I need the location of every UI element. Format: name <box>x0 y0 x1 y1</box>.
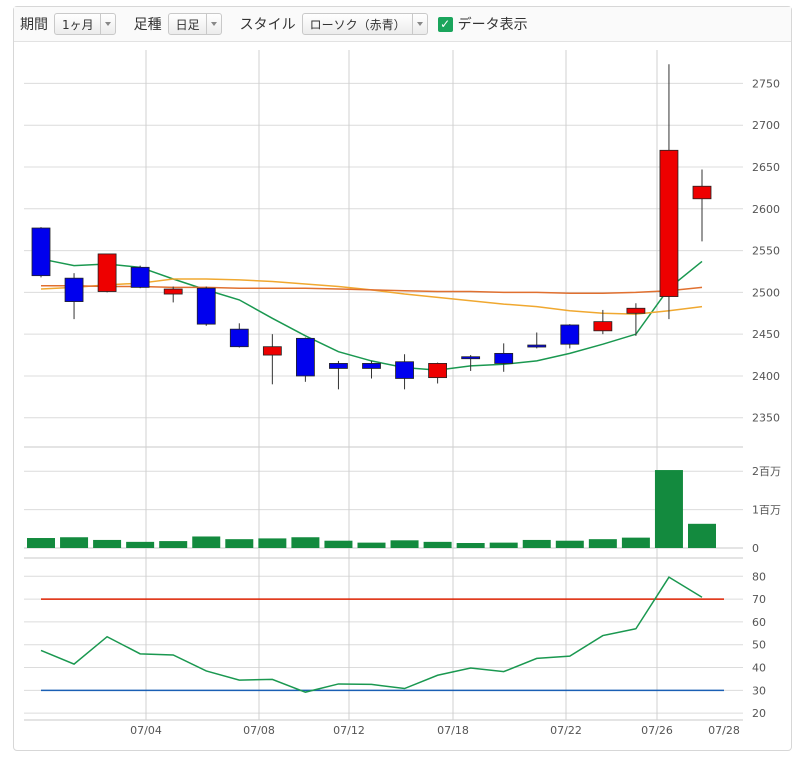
volume-bar <box>258 538 287 548</box>
candle-down <box>130 266 150 288</box>
chart-toolbar: 期間 1ヶ月 足種 日足 スタイル ローソク（赤青） ✓ データ表示 <box>14 7 791 42</box>
price-tick-label: 2450 <box>752 328 780 341</box>
candle-down <box>494 352 514 364</box>
price-tick-label: 2350 <box>752 412 780 425</box>
candle-up <box>163 288 183 295</box>
volume-tick-label: 0 <box>752 542 759 555</box>
rsi-line <box>40 576 703 693</box>
data-display-checkbox[interactable]: ✓ <box>437 16 453 32</box>
date-tick-label: 07/08 <box>243 724 275 737</box>
rsi-tick-label: 60 <box>752 616 766 629</box>
price-tick-label: 2750 <box>752 77 780 90</box>
volume-bar <box>324 540 353 548</box>
bar-type-select-value: 日足 <box>175 17 200 32</box>
style-select[interactable]: ローソク（赤青） <box>301 13 428 35</box>
candle-down <box>329 363 348 369</box>
price-tick-label: 2600 <box>752 203 780 216</box>
candle-down <box>31 227 51 277</box>
rsi-tick-label: 80 <box>752 570 766 583</box>
chevron-down-icon <box>411 14 427 34</box>
volume-bar <box>159 541 188 548</box>
rsi-tick-label: 50 <box>752 639 766 652</box>
candle-down <box>229 328 249 348</box>
ma-long-line <box>41 284 703 294</box>
candle-up <box>593 321 613 332</box>
rsi-tick-label: 30 <box>752 684 766 697</box>
price-tick-label: 2550 <box>752 245 780 258</box>
volume-bar <box>357 542 386 548</box>
volume-bar <box>688 523 716 548</box>
volume-bar <box>27 538 55 548</box>
price-tick-label: 2400 <box>752 370 780 383</box>
style-select-value: ローソク（赤青） <box>309 17 406 32</box>
data-display-label[interactable]: データ表示 <box>457 17 528 33</box>
date-tick-label: 07/22 <box>550 724 582 737</box>
rsi-tick-label: 70 <box>752 593 766 606</box>
candle-down <box>362 363 381 369</box>
date-tick-label: 07/12 <box>333 724 365 737</box>
candle-down <box>196 287 216 325</box>
volume-bar <box>423 541 452 548</box>
chevron-down-icon <box>205 14 221 34</box>
volume-bar <box>621 537 650 548</box>
rsi-tick-label: 40 <box>752 662 766 675</box>
volume-tick-label: 1百万 <box>752 504 781 517</box>
price-tick-label: 2500 <box>752 286 780 299</box>
volume-bar <box>555 540 584 548</box>
volume-bar <box>93 539 122 548</box>
volume-bar <box>654 470 683 548</box>
style-label: スタイル <box>239 17 296 33</box>
candle-up <box>659 149 679 297</box>
volume-bar <box>192 536 221 548</box>
candle-down <box>527 344 547 348</box>
candle-up <box>428 363 448 379</box>
rsi-tick-label: 20 <box>752 707 766 720</box>
price-tick-label: 2700 <box>752 119 780 132</box>
candle-up <box>262 346 282 356</box>
date-tick-label: 07/28 <box>708 724 740 737</box>
bar-type-select[interactable]: 日足 <box>167 13 222 35</box>
candle-down <box>560 324 580 345</box>
period-label: 期間 <box>20 17 48 33</box>
volume-tick-label: 2百万 <box>752 465 781 478</box>
period-select[interactable]: 1ヶ月 <box>54 13 116 35</box>
date-tick-label: 07/26 <box>641 724 673 737</box>
volume-bar <box>390 540 419 548</box>
candle-up <box>692 185 712 200</box>
volume-bar <box>60 537 89 548</box>
candle-down <box>461 356 481 360</box>
volume-bar <box>522 539 551 548</box>
chevron-down-icon <box>99 14 115 34</box>
price-tick-label: 2650 <box>752 161 780 174</box>
date-tick-label: 07/18 <box>437 724 469 737</box>
candle-up <box>626 307 646 314</box>
volume-bar <box>291 537 320 548</box>
candle-down <box>295 337 315 377</box>
volume-bar <box>225 539 254 548</box>
candle-down <box>395 361 414 379</box>
volume-bar <box>588 539 617 548</box>
check-icon: ✓ <box>440 16 451 31</box>
candle-down <box>64 277 84 302</box>
bar-type-label: 足種 <box>133 17 162 33</box>
period-select-value: 1ヶ月 <box>62 17 94 32</box>
volume-bar <box>126 541 155 548</box>
date-tick-label: 07/04 <box>130 724 162 737</box>
volume-bar <box>456 543 485 548</box>
candle-up <box>97 253 117 292</box>
volume-bar <box>489 542 518 548</box>
